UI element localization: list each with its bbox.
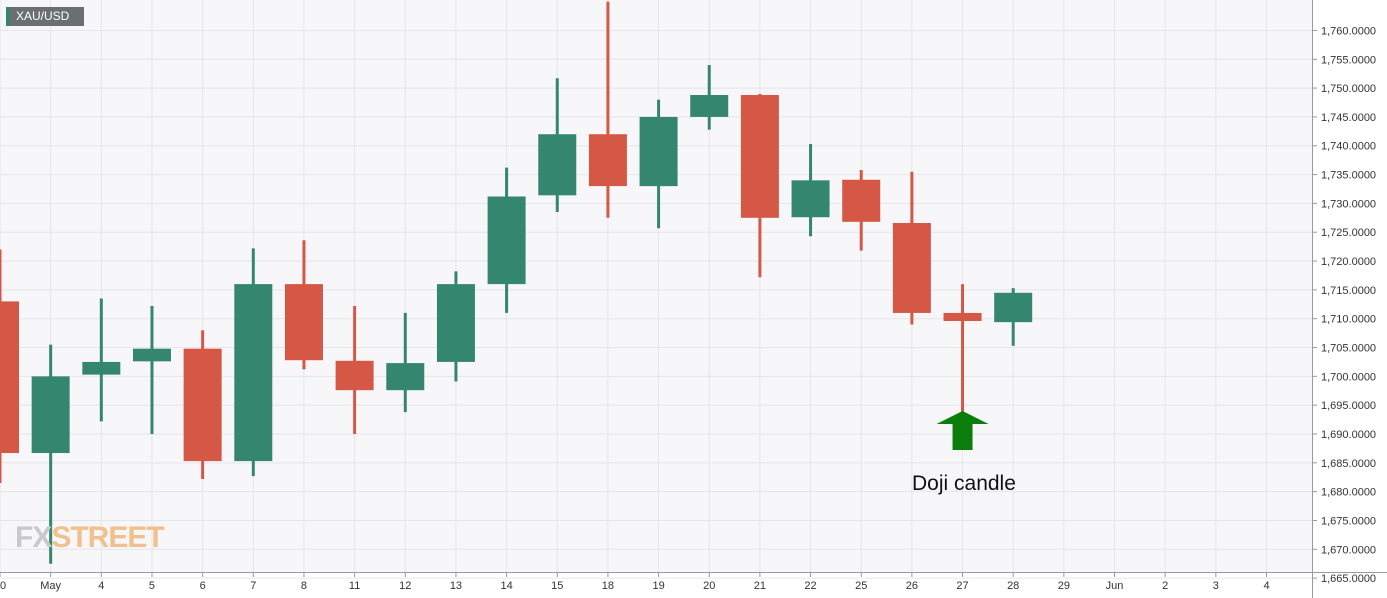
x-tick-label: 29	[1058, 580, 1070, 592]
x-tick-label: 26	[906, 580, 918, 592]
x-tick-label: 21	[754, 580, 766, 592]
y-tick-label: 1,760.0000	[1321, 25, 1376, 37]
x-tick-label: 13	[450, 580, 462, 592]
candle	[31, 344, 70, 564]
y-tick-label: 1,665.0000	[1321, 573, 1376, 585]
candle	[284, 240, 323, 370]
doji-annotation-label: Doji candle	[912, 472, 1016, 495]
y-tick-label: 1,715.0000	[1321, 285, 1376, 297]
y-tick-label: 1,700.0000	[1321, 371, 1376, 383]
y-tick-label: 1,735.0000	[1321, 170, 1376, 182]
x-tick-label: 12	[399, 580, 411, 592]
candle	[690, 65, 729, 130]
y-tick-label: 1,725.0000	[1321, 227, 1376, 239]
candle	[487, 167, 526, 313]
candle	[183, 330, 222, 479]
y-tick-label: 1,755.0000	[1321, 54, 1376, 66]
y-tick-label: 1,680.0000	[1321, 487, 1376, 499]
candle-body	[82, 361, 121, 375]
y-tick-label: 1,720.0000	[1321, 256, 1376, 268]
candle-body	[183, 348, 222, 462]
candle	[234, 248, 273, 477]
logo-part-street: STREET	[51, 521, 164, 554]
x-tick-label: 5	[149, 580, 155, 592]
candle	[994, 288, 1033, 346]
candle	[892, 171, 931, 325]
candle-body	[487, 196, 526, 285]
symbol-badge: XAU/USD	[6, 7, 84, 26]
x-tick-label: 28	[1007, 580, 1019, 592]
x-tick-label: 19	[652, 580, 664, 592]
candle	[436, 271, 475, 382]
candle	[791, 144, 830, 237]
candle-body	[740, 95, 779, 218]
candle-body	[234, 284, 273, 462]
x-tick-label: 18	[602, 580, 614, 592]
x-tick-label: 4	[98, 580, 104, 592]
y-tick-label: 1,670.0000	[1321, 544, 1376, 556]
candle-body	[284, 284, 323, 361]
candle	[842, 169, 881, 251]
y-tick-label: 1,695.0000	[1321, 400, 1376, 412]
candle	[639, 99, 678, 229]
candle-body	[791, 180, 830, 218]
x-tick-label: 8	[301, 580, 307, 592]
y-tick-label: 1,705.0000	[1321, 343, 1376, 355]
y-tick-label: 1,690.0000	[1321, 429, 1376, 441]
symbol-label: XAU/USD	[16, 9, 70, 23]
candle-body	[639, 116, 678, 187]
x-tick-label: 22	[804, 580, 816, 592]
candle	[335, 306, 374, 434]
x-tick-label: 27	[956, 580, 968, 592]
candle-body	[0, 301, 19, 454]
candle-body	[994, 292, 1033, 323]
y-tick-label: 1,675.0000	[1321, 515, 1376, 527]
x-tick-label: 3	[1213, 580, 1219, 592]
y-tick-label: 1,745.0000	[1321, 112, 1376, 124]
y-tick-label: 1,750.0000	[1321, 83, 1376, 95]
x-tick-label: 11	[349, 580, 360, 592]
candle-body	[842, 179, 881, 222]
candle-body	[335, 360, 374, 391]
x-tick-label: 7	[250, 580, 256, 592]
candle	[386, 312, 425, 413]
logo-part-fx: FX	[15, 521, 52, 554]
candle-body	[588, 134, 627, 187]
y-tick-label: 1,740.0000	[1321, 141, 1376, 153]
candle-body	[943, 312, 982, 322]
candle	[132, 306, 171, 434]
candle-body	[436, 284, 475, 362]
candle-body	[386, 363, 425, 391]
x-tick-label: 20	[703, 580, 715, 592]
fxstreet-logo: FXSTREET	[15, 521, 165, 555]
candle-body	[690, 95, 729, 117]
x-tick-label: May	[40, 580, 61, 592]
candle-body	[31, 376, 70, 454]
x-tick-label: 4	[1263, 580, 1269, 592]
candle	[0, 249, 19, 484]
candle	[82, 298, 121, 422]
up-arrow-icon	[936, 411, 989, 450]
x-tick-label: 14	[500, 580, 512, 592]
plot-background	[0, 0, 1312, 572]
x-tick-label: 2	[1162, 580, 1168, 592]
x-tick-label: 30	[0, 580, 6, 592]
candle	[740, 93, 779, 278]
x-tick-label: Jun	[1106, 580, 1124, 592]
candle	[538, 78, 577, 213]
y-tick-label: 1,685.0000	[1321, 458, 1376, 470]
x-tick-label: 15	[551, 580, 563, 592]
x-tick-label: 6	[200, 580, 206, 592]
y-tick-label: 1,710.0000	[1321, 314, 1376, 326]
candle-body	[132, 348, 171, 362]
y-tick-label: 1,730.0000	[1321, 198, 1376, 210]
candle-body	[538, 134, 577, 196]
x-tick-label: 25	[855, 580, 867, 592]
candle-body	[892, 222, 931, 313]
candle	[943, 284, 982, 413]
candle	[588, 1, 627, 218]
